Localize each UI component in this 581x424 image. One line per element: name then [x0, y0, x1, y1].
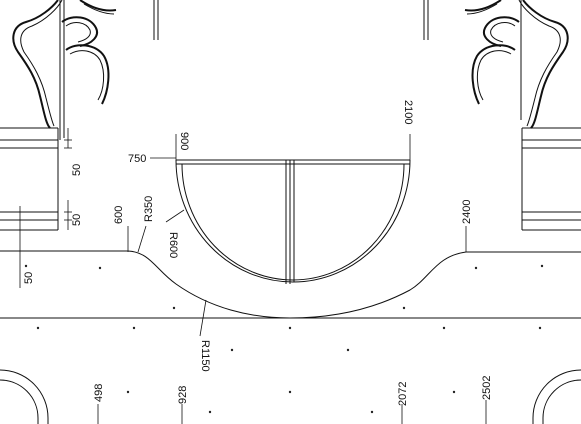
dim-r1150: R1150 [199, 340, 211, 372]
left-wall-blocks [0, 127, 59, 231]
right-wall-blocks [521, 127, 581, 231]
bottom-corner-arcs [0, 369, 581, 424]
dim-928: 928 [177, 386, 189, 404]
top-posts [153, 0, 429, 40]
floor-dots [24, 264, 544, 414]
dimension-lines [16, 128, 487, 424]
dim-2100: 2100 [402, 100, 414, 124]
half-round-element [175, 159, 411, 284]
dim-750: 750 [128, 153, 146, 165]
right-figure-outline [464, 0, 569, 129]
dim-50-middle: 50 [71, 214, 83, 226]
dim-900: 900 [178, 132, 190, 150]
dim-50-left: 50 [23, 272, 35, 284]
dim-600: 600 [113, 206, 125, 224]
left-figure-outline [12, 0, 117, 140]
dim-r600: R600 [167, 232, 179, 258]
walkway-curve [0, 250, 581, 319]
dim-2072: 2072 [397, 382, 409, 406]
dim-2502: 2502 [481, 376, 493, 400]
dim-50-top: 50 [71, 164, 83, 176]
dim-498: 498 [93, 384, 105, 402]
dim-2400: 2400 [461, 200, 473, 224]
dim-r350: R350 [143, 196, 155, 222]
